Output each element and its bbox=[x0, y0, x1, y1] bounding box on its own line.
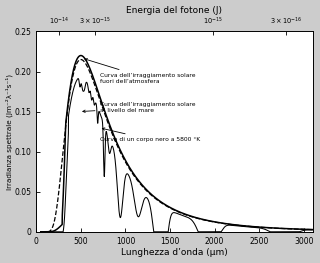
Text: Curva dell’irraggiamento solare
fuori dell’atmosfera: Curva dell’irraggiamento solare fuori de… bbox=[85, 59, 196, 84]
Text: Curva di un corpo nero a 5800 °K: Curva di un corpo nero a 5800 °K bbox=[100, 128, 201, 142]
X-axis label: Energia del fotone (J): Energia del fotone (J) bbox=[126, 6, 222, 14]
X-axis label: Lunghezza d’onda (μm): Lunghezza d’onda (μm) bbox=[121, 249, 228, 257]
Y-axis label: Irradianza spettrale (Jm⁻²λ⁻¹s⁻¹): Irradianza spettrale (Jm⁻²λ⁻¹s⁻¹) bbox=[5, 74, 13, 190]
Text: Curva dell’irraggiamento solare
al livello del mare: Curva dell’irraggiamento solare al livel… bbox=[83, 102, 196, 113]
